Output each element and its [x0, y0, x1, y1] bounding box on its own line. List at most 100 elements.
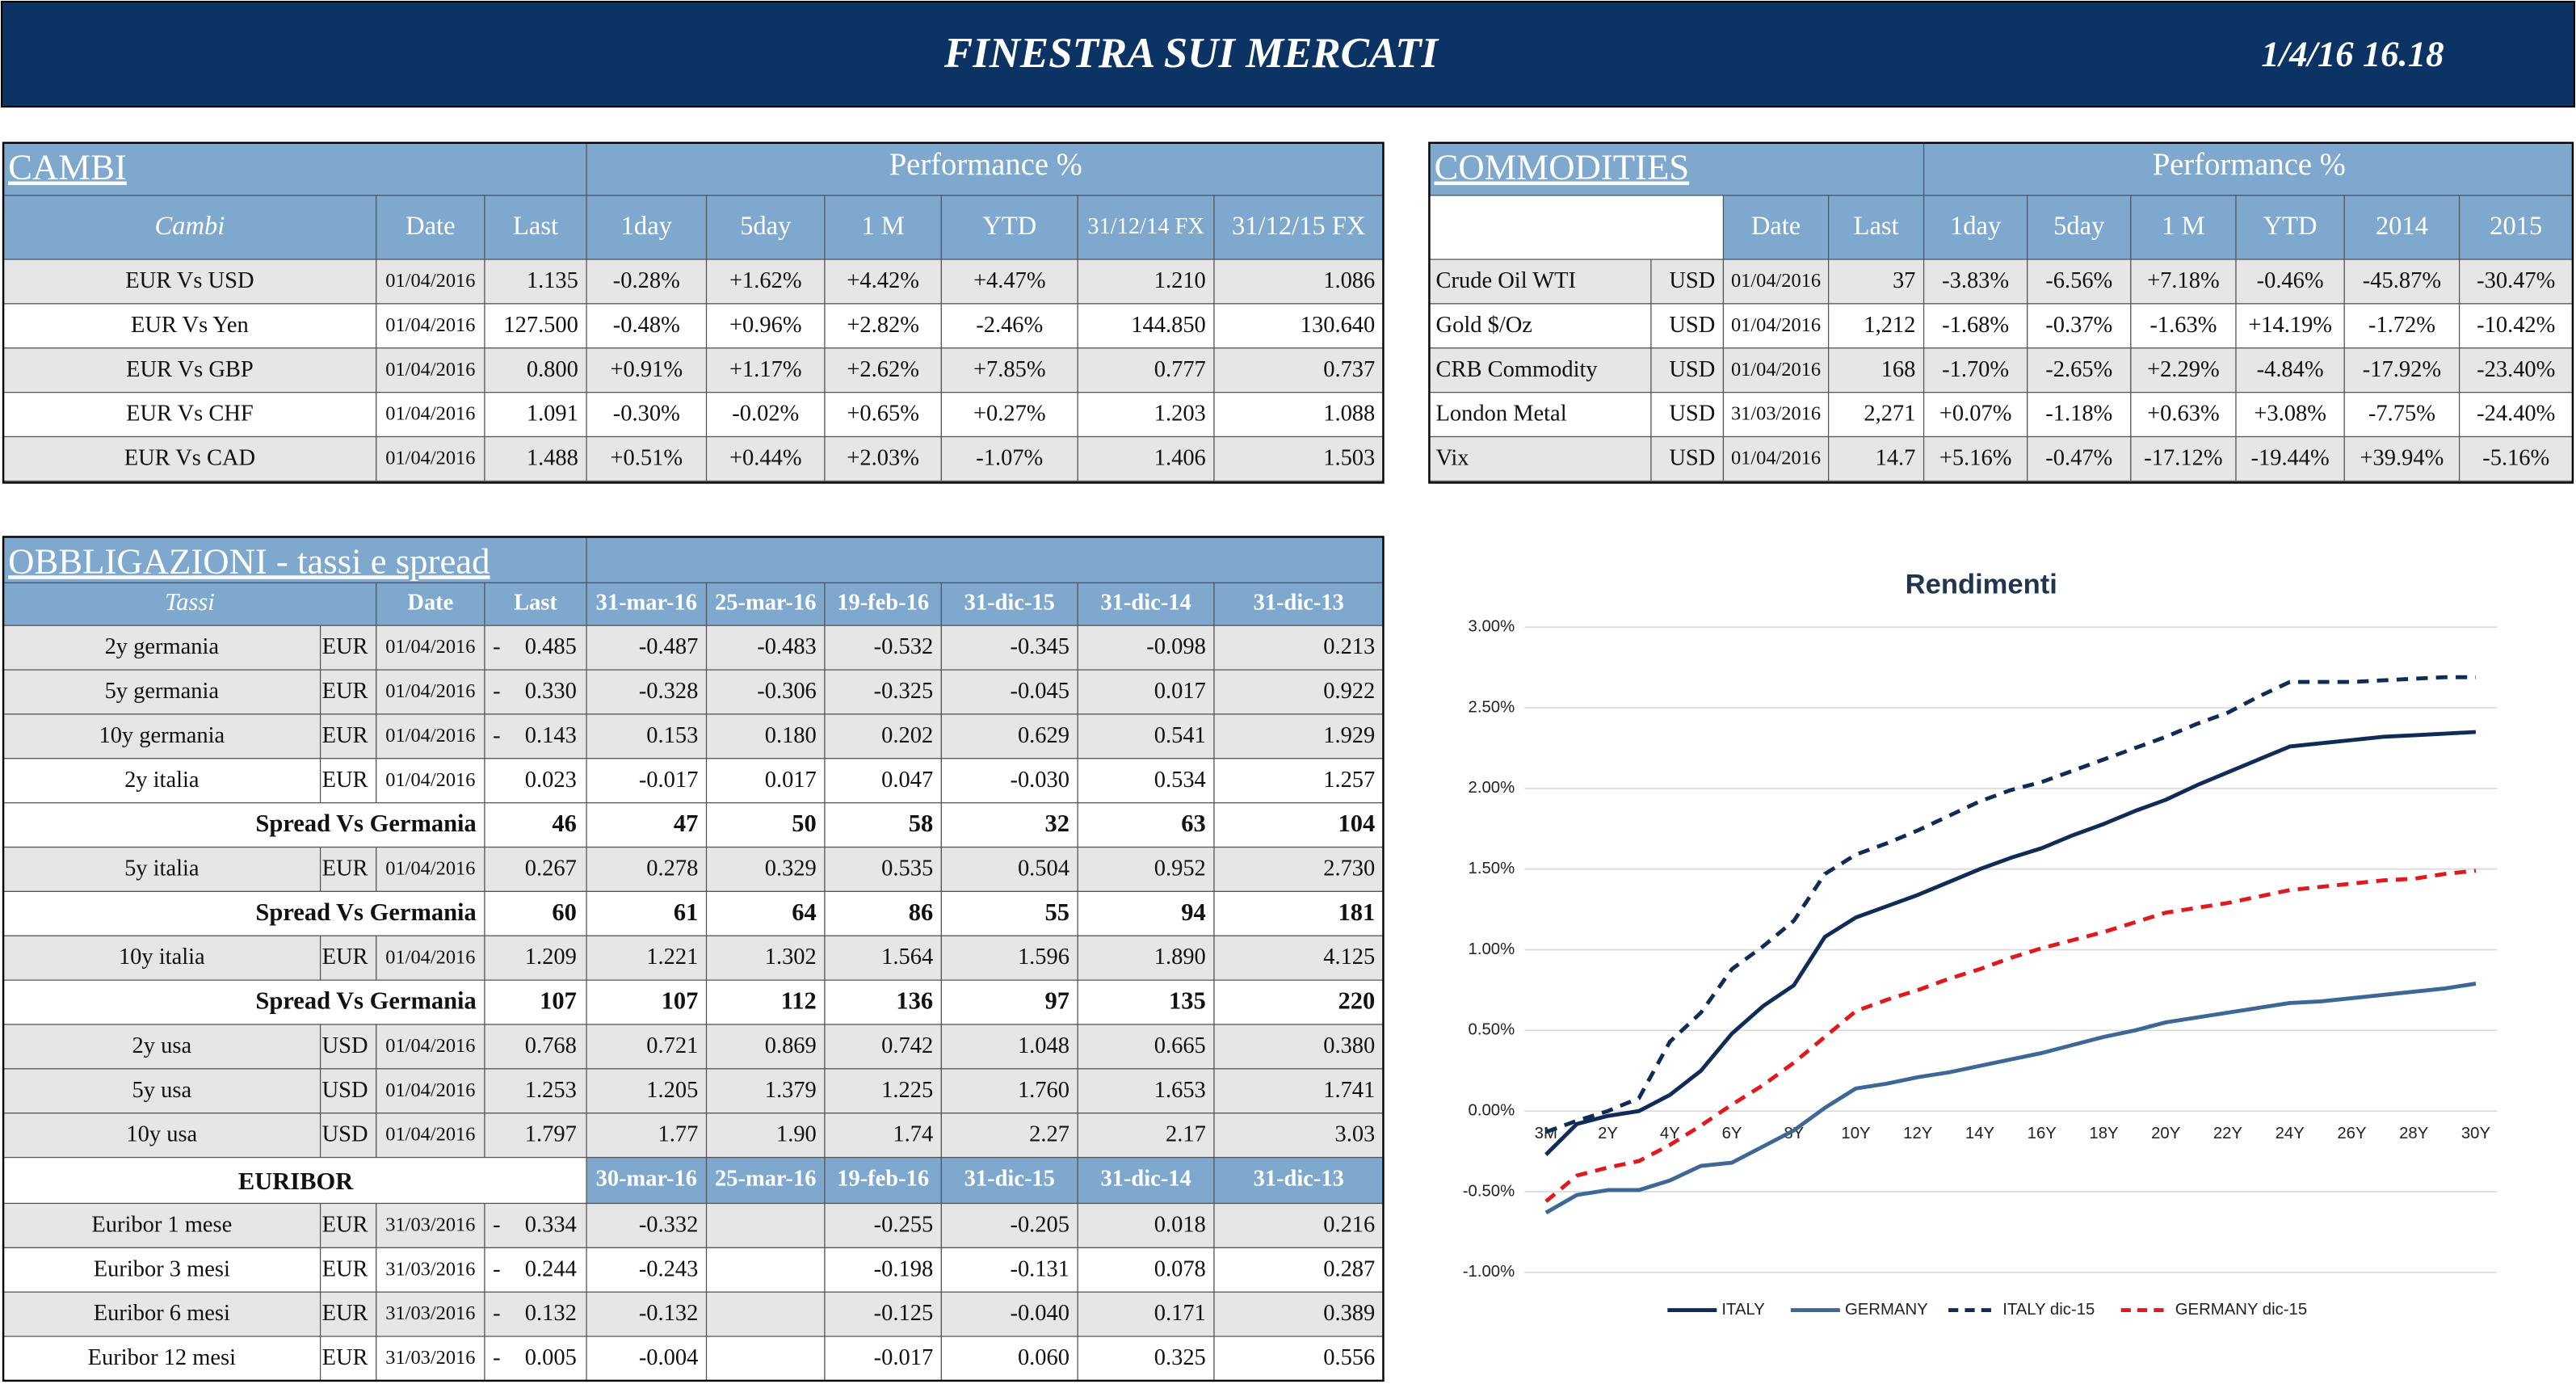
cell-text: 01/04/2016	[385, 769, 475, 791]
cell	[824, 259, 942, 305]
cell-text: 0.485	[525, 634, 577, 659]
cell	[824, 802, 942, 848]
cell	[2027, 303, 2132, 349]
cell	[824, 1336, 942, 1382]
cell	[824, 890, 942, 936]
cell	[1077, 259, 1215, 305]
cell-text: 0.267	[525, 856, 577, 881]
cell	[586, 303, 708, 349]
cell-text: 01/04/2016	[385, 680, 475, 702]
cell	[319, 1024, 377, 1070]
cell	[1077, 713, 1215, 759]
cell	[484, 1336, 587, 1382]
cell-text: Euribor 12 mesi	[88, 1345, 237, 1370]
cell-text: -17.92%	[2363, 357, 2441, 382]
cell-text: -3.83%	[1942, 268, 2009, 293]
cell-text: 0.216	[1323, 1212, 1375, 1237]
cell-text: 2.27	[1029, 1122, 1069, 1147]
cell	[1722, 303, 1830, 349]
y-tick-label: 0.50%	[1469, 1021, 1515, 1039]
cell	[484, 435, 587, 482]
cell	[824, 625, 942, 671]
x-tick-label: 28Y	[2399, 1125, 2429, 1142]
cell-text: 1.253	[525, 1078, 577, 1103]
cell-text: 01/04/2016	[1731, 270, 1821, 292]
cell	[940, 625, 1078, 671]
cell-text: 112	[781, 987, 817, 1015]
cell	[376, 713, 485, 759]
cell-text: +2.82%	[847, 313, 919, 338]
cell-text: -0.255	[874, 1212, 934, 1237]
cell	[2, 259, 377, 305]
cell-text: London Metal	[1436, 402, 1567, 427]
cell-text: 0.922	[1323, 679, 1375, 704]
cell-text: 1.503	[1323, 446, 1375, 471]
cell-text: EUR	[322, 1212, 368, 1237]
cell-text: -	[493, 679, 500, 704]
cell-text: 0.244	[525, 1256, 577, 1281]
cell-text: 3.03	[1334, 1122, 1375, 1147]
cell-text: 31-dic-13	[1254, 1167, 1344, 1192]
cell	[824, 758, 942, 804]
cell	[1213, 625, 1385, 671]
cell-text: 0.202	[881, 723, 933, 748]
cell	[1077, 1024, 1215, 1070]
cell	[1650, 435, 1725, 482]
cell-text: -0.325	[874, 679, 934, 704]
cell-text: 1 M	[2162, 212, 2204, 241]
cell-text: 01/04/2016	[385, 946, 475, 968]
cell	[376, 1202, 485, 1248]
cell	[1077, 669, 1215, 715]
cell-text: 1.929	[1323, 723, 1375, 748]
cell	[705, 435, 826, 482]
cell-text: 58	[909, 810, 933, 837]
cell-text: -19.44%	[2250, 446, 2329, 471]
cell-text: 01/04/2016	[385, 314, 475, 336]
cell-text: EUR	[322, 768, 368, 793]
cell-text: Performance %	[2153, 148, 2346, 182]
cell	[1213, 259, 1385, 305]
cell-text: -0.045	[1010, 679, 1069, 704]
cell	[376, 846, 485, 893]
cell	[484, 846, 587, 893]
cell-text: +0.07%	[1939, 402, 2012, 427]
cell-text: 0.153	[646, 723, 698, 748]
cell-text: 1.205	[646, 1078, 698, 1103]
cell	[1428, 303, 1652, 349]
cell	[586, 625, 708, 671]
series-line	[1544, 869, 2477, 1203]
cell-text: 2015	[2490, 212, 2542, 241]
cell-text: 0.629	[1018, 723, 1069, 748]
cell-text: -2.65%	[2045, 357, 2112, 382]
cell-text: 1.086	[1323, 268, 1375, 293]
cell	[940, 713, 1078, 759]
cell-text: 0.325	[1154, 1345, 1206, 1370]
cell-text: 01/04/2016	[385, 270, 475, 292]
cell-text: -0.017	[874, 1345, 934, 1370]
cell	[319, 1291, 377, 1337]
cell-text: +5.16%	[1939, 446, 2012, 471]
cell-text: 1.091	[527, 402, 578, 427]
cell-text: -	[493, 723, 500, 748]
cell-text: 1.302	[765, 944, 817, 970]
cell-text: 01/04/2016	[385, 636, 475, 658]
cell-text: 0.132	[525, 1301, 577, 1326]
cell	[1213, 802, 1385, 848]
cell-text: +7.85%	[973, 357, 1046, 382]
series-line	[1544, 675, 2476, 1134]
cell	[824, 846, 942, 893]
cell-text: -0.098	[1146, 634, 1206, 659]
cell-text: -0.28%	[613, 268, 680, 293]
cell	[2130, 392, 2237, 438]
cell-text: 104	[1338, 810, 1376, 837]
cell-text: 31/03/2016	[1731, 403, 1821, 425]
column-header	[1077, 195, 1215, 260]
cell	[2343, 347, 2460, 393]
cell-text: 1.379	[765, 1078, 817, 1103]
cell-text: 130.640	[1301, 313, 1376, 338]
cell-text: 0.534	[1154, 768, 1206, 793]
cell-text: 01/04/2016	[385, 858, 475, 880]
cell-text: -10.42%	[2477, 313, 2555, 338]
cell	[824, 669, 942, 715]
